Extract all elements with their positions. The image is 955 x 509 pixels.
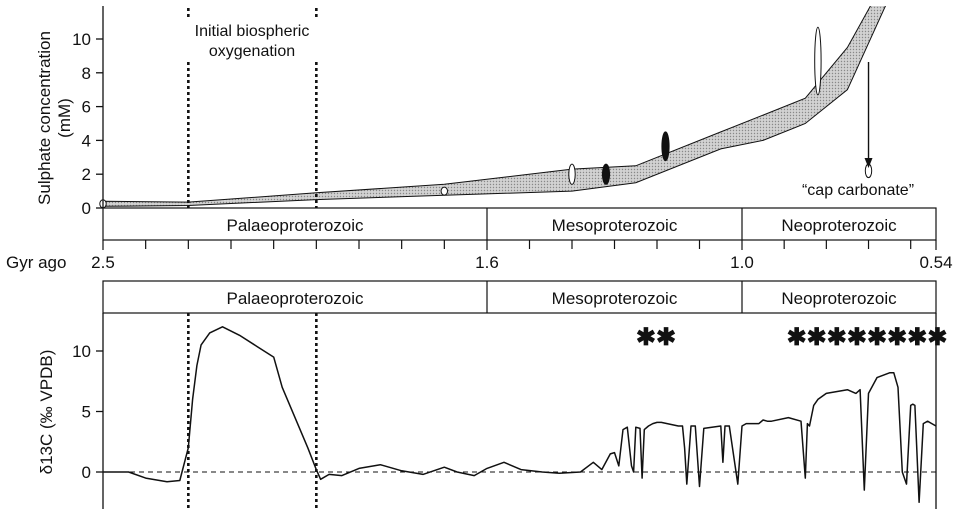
sulphate-y-tick-label-0: 0 bbox=[82, 199, 91, 218]
era-upper-dividers bbox=[486, 208, 743, 240]
era-label-neoproterozoic: Neoproterozoic bbox=[781, 216, 897, 235]
sulphate-measurement-5 bbox=[814, 26, 822, 96]
d13c-series-line bbox=[103, 326, 937, 504]
oxygenation-label-line1: Initial biospheric bbox=[195, 23, 310, 40]
time-tick-label-1-0: 1.0 bbox=[730, 253, 754, 272]
sulphate-y-tick-label-2: 2 bbox=[82, 165, 91, 184]
carbon-y-tick-label-10: 10 bbox=[72, 342, 91, 361]
asterisks-neoproterozoic: ✱✱✱✱✱✱✱✱ bbox=[787, 324, 948, 351]
era-band-upper: Palaeoproterozoic Mesoproterozoic Neopro… bbox=[102, 207, 937, 241]
sulphate-y-tick-label-4: 4 bbox=[82, 131, 91, 150]
carbon-isotope-panel: 0 5 10 δ13C (‰ VPDB) ✱✱ ✱✱✱✱✱✱✱✱ bbox=[37, 313, 947, 509]
sulphate-measurement-4 bbox=[661, 131, 670, 162]
carbon-y-tick-label-5: 5 bbox=[82, 403, 91, 422]
sulphate-y-label: Sulphate concentration bbox=[35, 31, 54, 205]
time-tick-label-2-5: 2.5 bbox=[91, 253, 115, 272]
era-label-palaeoproterozoic-lower: Palaeoproterozoic bbox=[226, 289, 364, 308]
cap-carbonate-arrowhead bbox=[864, 158, 873, 168]
sulphate-panel: 0 2 4 6 8 10 Sulphate concentration (mM) Init… bbox=[35, 6, 914, 218]
time-tick-label-0-54: 0.54 bbox=[919, 253, 952, 272]
time-axis-ticks bbox=[102, 240, 937, 250]
sulphate-measurement-3 bbox=[601, 163, 611, 185]
cap-carbonate-label: “cap carbonate” bbox=[802, 182, 914, 199]
sulphate-y-label-unit: (mM) bbox=[55, 98, 74, 138]
time-axis-label: Gyr ago bbox=[6, 253, 66, 272]
carbon-y-label: δ13C (‰ VPDB) bbox=[37, 350, 56, 475]
era-label-palaeoproterozoic: Palaeoproterozoic bbox=[226, 216, 364, 235]
carbon-y-tick-label-0: 0 bbox=[82, 463, 91, 482]
era-label-neoproterozoic-lower: Neoproterozoic bbox=[781, 289, 897, 308]
era-band-upper-frame bbox=[102, 207, 937, 241]
sulphate-measurement-1 bbox=[440, 186, 448, 196]
sulphate-measurement-2 bbox=[568, 163, 576, 185]
sulphate-measurements bbox=[99, 26, 873, 209]
era-label-mesoproterozoic: Mesoproterozoic bbox=[552, 216, 678, 235]
oxygenation-label-backdrop bbox=[172, 18, 332, 62]
carbon-y-ticks: 0 5 10 bbox=[72, 342, 103, 482]
sulphate-y-tick-label-8: 8 bbox=[82, 64, 91, 83]
asterisks-mesoproterozoic: ✱✱ bbox=[636, 324, 676, 351]
oxygenation-label-line2: oxygenation bbox=[209, 43, 295, 60]
sulphate-y-tick-label-10: 10 bbox=[72, 30, 91, 49]
era-band-lower: Palaeoproterozoic Mesoproterozoic Neopro… bbox=[102, 280, 937, 314]
time-tick-label-1-6: 1.6 bbox=[475, 253, 499, 272]
sulphate-y-tick-label-6: 6 bbox=[82, 98, 91, 117]
era-lower-dividers bbox=[486, 281, 743, 313]
era-band-lower-frame bbox=[102, 280, 937, 314]
era-label-mesoproterozoic-lower: Mesoproterozoic bbox=[552, 289, 678, 308]
time-axis: Gyr ago 2.5 1.6 1.0 0.54 bbox=[6, 240, 953, 272]
sulphate-y-ticks: 0 2 4 6 8 10 bbox=[72, 30, 103, 218]
